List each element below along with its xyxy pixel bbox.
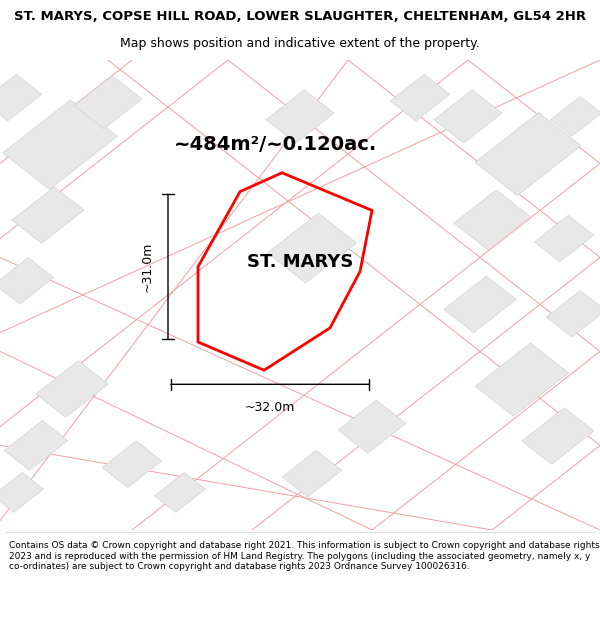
Polygon shape xyxy=(283,451,341,497)
Text: ~32.0m: ~32.0m xyxy=(245,401,295,414)
Polygon shape xyxy=(551,96,600,136)
Text: ~484m²/~0.120ac.: ~484m²/~0.120ac. xyxy=(175,135,377,154)
Polygon shape xyxy=(0,258,53,304)
Polygon shape xyxy=(0,74,41,121)
Polygon shape xyxy=(535,216,593,262)
Polygon shape xyxy=(266,90,334,143)
Polygon shape xyxy=(454,190,530,250)
Polygon shape xyxy=(444,276,516,332)
Polygon shape xyxy=(338,400,406,453)
Text: ST. MARYS, COPSE HILL ROAD, LOWER SLAUGHTER, CHELTENHAM, GL54 2HR: ST. MARYS, COPSE HILL ROAD, LOWER SLAUGH… xyxy=(14,10,586,23)
Polygon shape xyxy=(155,472,205,512)
Polygon shape xyxy=(434,90,502,143)
Polygon shape xyxy=(547,291,600,337)
Polygon shape xyxy=(475,112,581,196)
Text: ~31.0m: ~31.0m xyxy=(140,242,154,292)
Polygon shape xyxy=(268,213,356,283)
Polygon shape xyxy=(36,361,108,418)
Polygon shape xyxy=(3,100,117,189)
Polygon shape xyxy=(391,74,449,121)
Polygon shape xyxy=(522,408,594,464)
Polygon shape xyxy=(74,76,142,129)
Text: Contains OS data © Crown copyright and database right 2021. This information is : Contains OS data © Crown copyright and d… xyxy=(9,541,599,571)
Polygon shape xyxy=(103,441,161,488)
Polygon shape xyxy=(475,343,569,416)
Text: ST. MARYS: ST. MARYS xyxy=(247,253,353,271)
Polygon shape xyxy=(4,421,68,471)
Polygon shape xyxy=(0,472,43,512)
Text: Map shows position and indicative extent of the property.: Map shows position and indicative extent… xyxy=(120,37,480,50)
Polygon shape xyxy=(12,187,84,243)
